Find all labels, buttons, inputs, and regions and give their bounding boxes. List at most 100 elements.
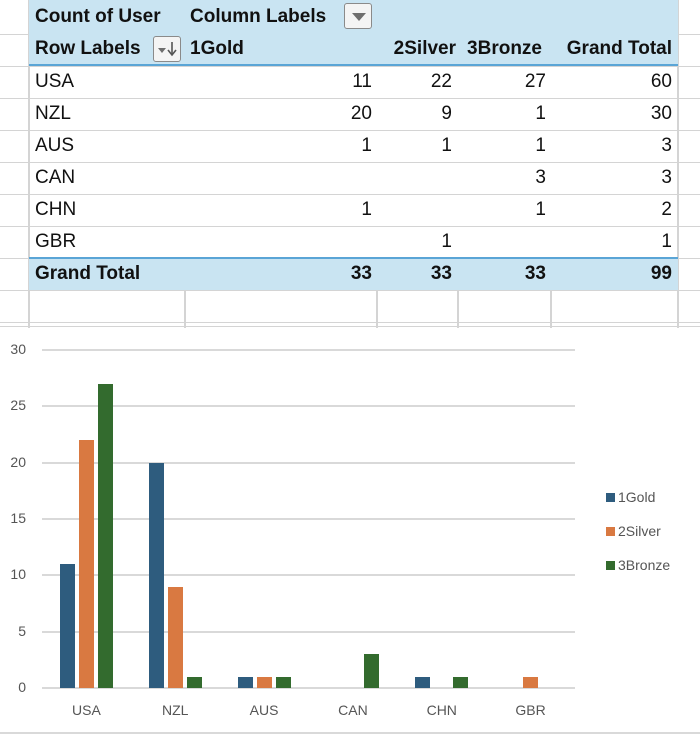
column-header-gold: 1Gold (190, 38, 244, 59)
bar-1gold-aus[interactable] (237, 676, 253, 688)
cell-gold: 20 (350, 103, 372, 124)
grid-line (0, 322, 700, 323)
cell-bronze: 1 (535, 199, 546, 220)
grand-total-divider (29, 257, 678, 259)
row-label: USA (35, 71, 75, 92)
grid-line (0, 130, 700, 131)
legend-label: 1Gold (618, 489, 656, 505)
x-axis-category-label: CHN (426, 702, 457, 718)
cell-silver: 22 (430, 71, 452, 92)
x-axis-category-label: NZL (162, 702, 189, 718)
column-header-bronze: 3Bronze (467, 38, 542, 59)
bar-2silver-usa[interactable] (78, 440, 94, 688)
row-labels-header: Row Labels (35, 38, 141, 59)
grid-line (0, 194, 700, 195)
gridline (42, 461, 575, 464)
bar-2silver-gbr[interactable] (523, 676, 539, 688)
cell-gold: 1 (361, 135, 372, 156)
cell-total: 3 (661, 167, 672, 188)
row-labels-filter-button[interactable] (153, 36, 181, 62)
grand-total-bronze: 33 (524, 263, 546, 284)
row-label: CAN (35, 167, 76, 188)
bar-3bronze-aus[interactable] (275, 676, 291, 688)
grand-total-total: 99 (650, 263, 672, 284)
cell-silver: 9 (441, 103, 452, 124)
y-axis-tick-label: 5 (18, 622, 26, 639)
row-label: AUS (35, 135, 75, 156)
cell-gold (190, 226, 372, 258)
grid-line (457, 290, 459, 328)
y-axis-tick-label: 25 (10, 397, 26, 414)
x-axis-category-label: CAN (338, 702, 368, 718)
chart-bottom-border (0, 732, 700, 734)
y-axis-tick-label: 0 (18, 679, 26, 695)
cell-total: 30 (650, 103, 672, 124)
row-label: CHN (35, 199, 77, 220)
y-axis-tick-label: 10 (10, 566, 26, 583)
grid-line (677, 0, 679, 328)
cell-silver: 1 (441, 231, 452, 252)
gridline (42, 687, 575, 689)
row-label: GBR (35, 231, 77, 252)
value-field-label: Count of User (35, 6, 161, 27)
cell-total: 60 (650, 71, 672, 92)
grid-line (0, 162, 700, 163)
cell-bronze: 3 (535, 167, 546, 188)
cell-total: 2 (661, 199, 672, 220)
bar-2silver-nzl[interactable] (167, 586, 183, 688)
legend-swatch-icon (606, 561, 615, 570)
bar-3bronze-can[interactable] (364, 654, 380, 688)
grid-line (28, 0, 30, 328)
legend-swatch-icon (606, 527, 615, 536)
grid-line (184, 290, 186, 328)
bar-3bronze-nzl[interactable] (186, 676, 202, 688)
bar-3bronze-chn[interactable] (453, 676, 469, 688)
grid-line (0, 290, 700, 291)
gridline (42, 630, 575, 633)
bar-1gold-nzl[interactable] (148, 462, 164, 688)
grand-total-label: Grand Total (35, 263, 141, 284)
column-labels-filter-button[interactable] (344, 3, 372, 29)
legend-item-2silver[interactable]: 2Silver (606, 523, 661, 539)
y-axis-tick-label: 30 (10, 341, 26, 357)
grid-line (376, 290, 378, 328)
grid-line (550, 290, 552, 328)
bar-1gold-usa[interactable] (59, 564, 75, 688)
grand-total-silver: 33 (430, 263, 452, 284)
gridline (42, 349, 575, 351)
column-header-silver: 2Silver (393, 38, 456, 59)
cell-bronze (458, 226, 546, 258)
cell-silver: 1 (441, 135, 452, 156)
grand-total-gold: 33 (350, 263, 372, 284)
pivot-grand-total-band (29, 258, 678, 290)
legend-item-3bronze[interactable]: 3Bronze (606, 557, 670, 573)
cell-silver (378, 162, 452, 194)
column-labels-header: Column Labels (190, 6, 327, 27)
x-axis-category-label: AUS (249, 702, 279, 718)
header-divider (29, 64, 678, 66)
x-axis-category-label: GBR (515, 702, 546, 718)
gridline (42, 405, 575, 408)
cell-bronze: 1 (535, 135, 546, 156)
legend-label: 3Bronze (618, 557, 671, 573)
cell-gold: 1 (361, 199, 372, 220)
x-axis-category-label: USA (72, 702, 101, 718)
y-axis-tick-label: 20 (10, 453, 26, 470)
bar-2silver-aus[interactable] (256, 676, 272, 688)
row-label: NZL (35, 103, 71, 124)
grid-line (0, 326, 700, 327)
legend-item-1gold[interactable]: 1Gold (606, 489, 655, 505)
bar-1gold-chn[interactable] (415, 676, 431, 688)
dropdown-triangle-icon (352, 13, 366, 21)
y-axis-tick-label: 15 (10, 510, 26, 526)
cell-total: 1 (661, 231, 672, 252)
grid-line (0, 226, 700, 227)
bar-3bronze-usa[interactable] (97, 383, 113, 688)
cell-bronze: 1 (535, 103, 546, 124)
cell-gold (190, 162, 372, 194)
cell-total: 3 (661, 135, 672, 156)
gridline (42, 574, 575, 577)
cell-gold: 11 (352, 71, 372, 92)
column-header-grand-total: Grand Total (566, 38, 672, 59)
pivot-chart[interactable]: 0 5 10 15 20 25 30 USA NZL AUS CAN CHN GBR 1Gold 2Silv… (0, 330, 700, 734)
